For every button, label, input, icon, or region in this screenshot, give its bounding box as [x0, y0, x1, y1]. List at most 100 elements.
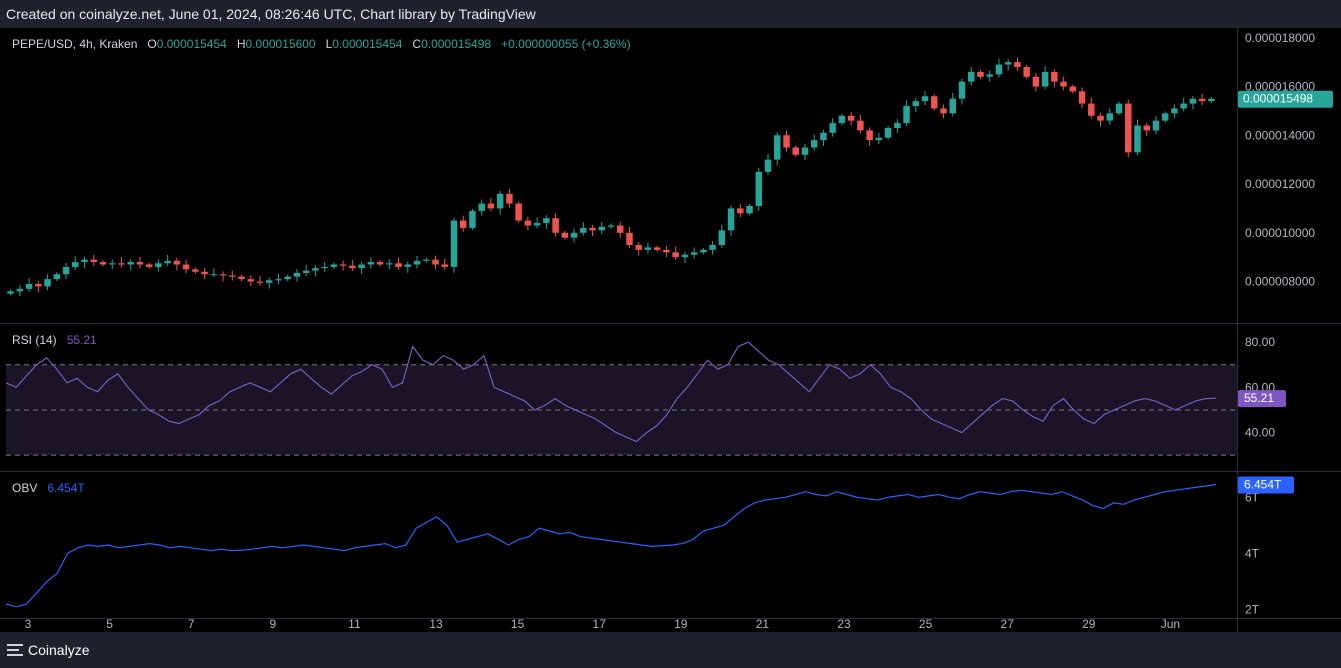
candle-body [589, 227, 596, 231]
candle-body [617, 225, 624, 233]
candle-body [127, 262, 134, 265]
obv-label: OBV [12, 481, 38, 495]
footer-brand: Coinalyze [28, 642, 90, 658]
candle-body [44, 279, 51, 287]
candle-body [598, 226, 605, 231]
time-tick-label: 5 [106, 617, 113, 631]
candle-body [903, 106, 910, 124]
candle-body [72, 262, 79, 267]
candle-body [349, 265, 356, 269]
obv-legend: OBV 6.454T [12, 481, 85, 495]
candle-body [967, 71, 975, 82]
time-tick-label: 3 [25, 617, 32, 631]
candle-body [1134, 125, 1141, 153]
price-tick-label: 0.000014000 [1245, 128, 1315, 142]
candle-body [1171, 108, 1178, 114]
candle-body [894, 123, 901, 128]
chart-svg[interactable]: 0.000018000 0.000016000 0.000014000 0.00001… [0, 28, 1341, 632]
candle-body [487, 203, 495, 209]
candle-body [164, 260, 171, 264]
candle-body [395, 263, 402, 267]
candle-body [690, 252, 698, 255]
candle-body [136, 262, 144, 265]
candle-body [90, 259, 97, 263]
candle-body [607, 225, 615, 227]
legend-close-label: C [412, 37, 422, 51]
obv-line [5, 483, 1217, 608]
candle-body [450, 220, 458, 267]
candle-body [931, 96, 938, 109]
time-tick-label: 9 [269, 617, 276, 631]
candle-body [672, 252, 679, 258]
candle-body [404, 264, 412, 267]
candle-body [1004, 62, 1012, 65]
time-tick-label: 23 [837, 617, 851, 631]
candle-body [459, 220, 467, 228]
candle-body [533, 223, 541, 226]
candle-body [367, 262, 375, 265]
candle-body [496, 193, 504, 209]
menu-icon[interactable] [7, 644, 23, 656]
candle-body [201, 271, 208, 275]
candle-body [921, 96, 929, 102]
candle-body [810, 140, 818, 148]
candle-body [1143, 125, 1150, 131]
candle-body [478, 203, 485, 211]
header-text: Created on coinalyze.net, June 01, 2024,… [6, 6, 536, 22]
obv-tick-label: 6T [1245, 490, 1260, 504]
candle-body [312, 268, 319, 271]
candle-body [1180, 103, 1187, 109]
candle-body [875, 137, 883, 141]
candle-body [524, 220, 532, 226]
candle-body [801, 147, 809, 155]
rsi-value: 55.21 [66, 333, 97, 347]
candle-body [515, 203, 522, 221]
candle-body [1088, 103, 1095, 116]
candle-body [912, 101, 920, 107]
legend-high-label: H [236, 37, 246, 51]
candle-body [145, 264, 153, 267]
rsi-legend: RSI (14) 55.21 [12, 333, 97, 347]
candle-body [1152, 120, 1160, 131]
obv-tick-label: 2T [1245, 603, 1260, 617]
time-tick-label: 27 [1001, 617, 1015, 631]
candle-body [1032, 76, 1040, 87]
candle-body [1125, 103, 1132, 153]
time-tick-label: 11 [348, 617, 361, 631]
candle-body [561, 232, 569, 238]
candle-body [35, 283, 42, 287]
candle-body [247, 279, 255, 282]
candle-body [469, 210, 476, 228]
candle-body [229, 275, 236, 277]
candle-body [1041, 71, 1049, 87]
obv-value: 6.454T [47, 481, 85, 495]
candle-body [977, 71, 984, 77]
candle-body [700, 249, 707, 253]
candle-body [219, 274, 227, 276]
candle-body [339, 264, 347, 266]
candle-body [1208, 98, 1215, 102]
time-tick-label: 17 [593, 617, 607, 631]
candle-body [173, 260, 181, 265]
candle-body [995, 64, 1003, 75]
candle-body [626, 232, 633, 245]
time-tick-label: 15 [511, 617, 525, 631]
legend-low-label: L [325, 37, 333, 51]
candle-body [737, 208, 744, 214]
chart-area[interactable]: 0.000018000 0.000016000 0.000014000 0.00001… [0, 28, 1341, 632]
candle-body [266, 280, 273, 283]
candle-body [949, 98, 956, 114]
candle-body [1161, 113, 1169, 121]
legend-close: 0.000015498 [421, 37, 492, 51]
time-tick-label: Jun [1161, 617, 1180, 631]
candle-body [99, 262, 107, 265]
price-tick-label: 0.000010000 [1245, 226, 1315, 240]
candle-body [1023, 67, 1030, 77]
candle-body [663, 249, 670, 253]
candle-body [1051, 71, 1058, 82]
rsi-tick-label: 80.00 [1245, 335, 1275, 349]
candle-body [552, 218, 559, 233]
price-legend: PEPE/USD, 4h, Kraken O0.000015454 H0.000… [12, 37, 631, 51]
rsi-tick-label: 40.00 [1245, 426, 1275, 440]
price-tick-label: 0.000012000 [1245, 177, 1315, 191]
